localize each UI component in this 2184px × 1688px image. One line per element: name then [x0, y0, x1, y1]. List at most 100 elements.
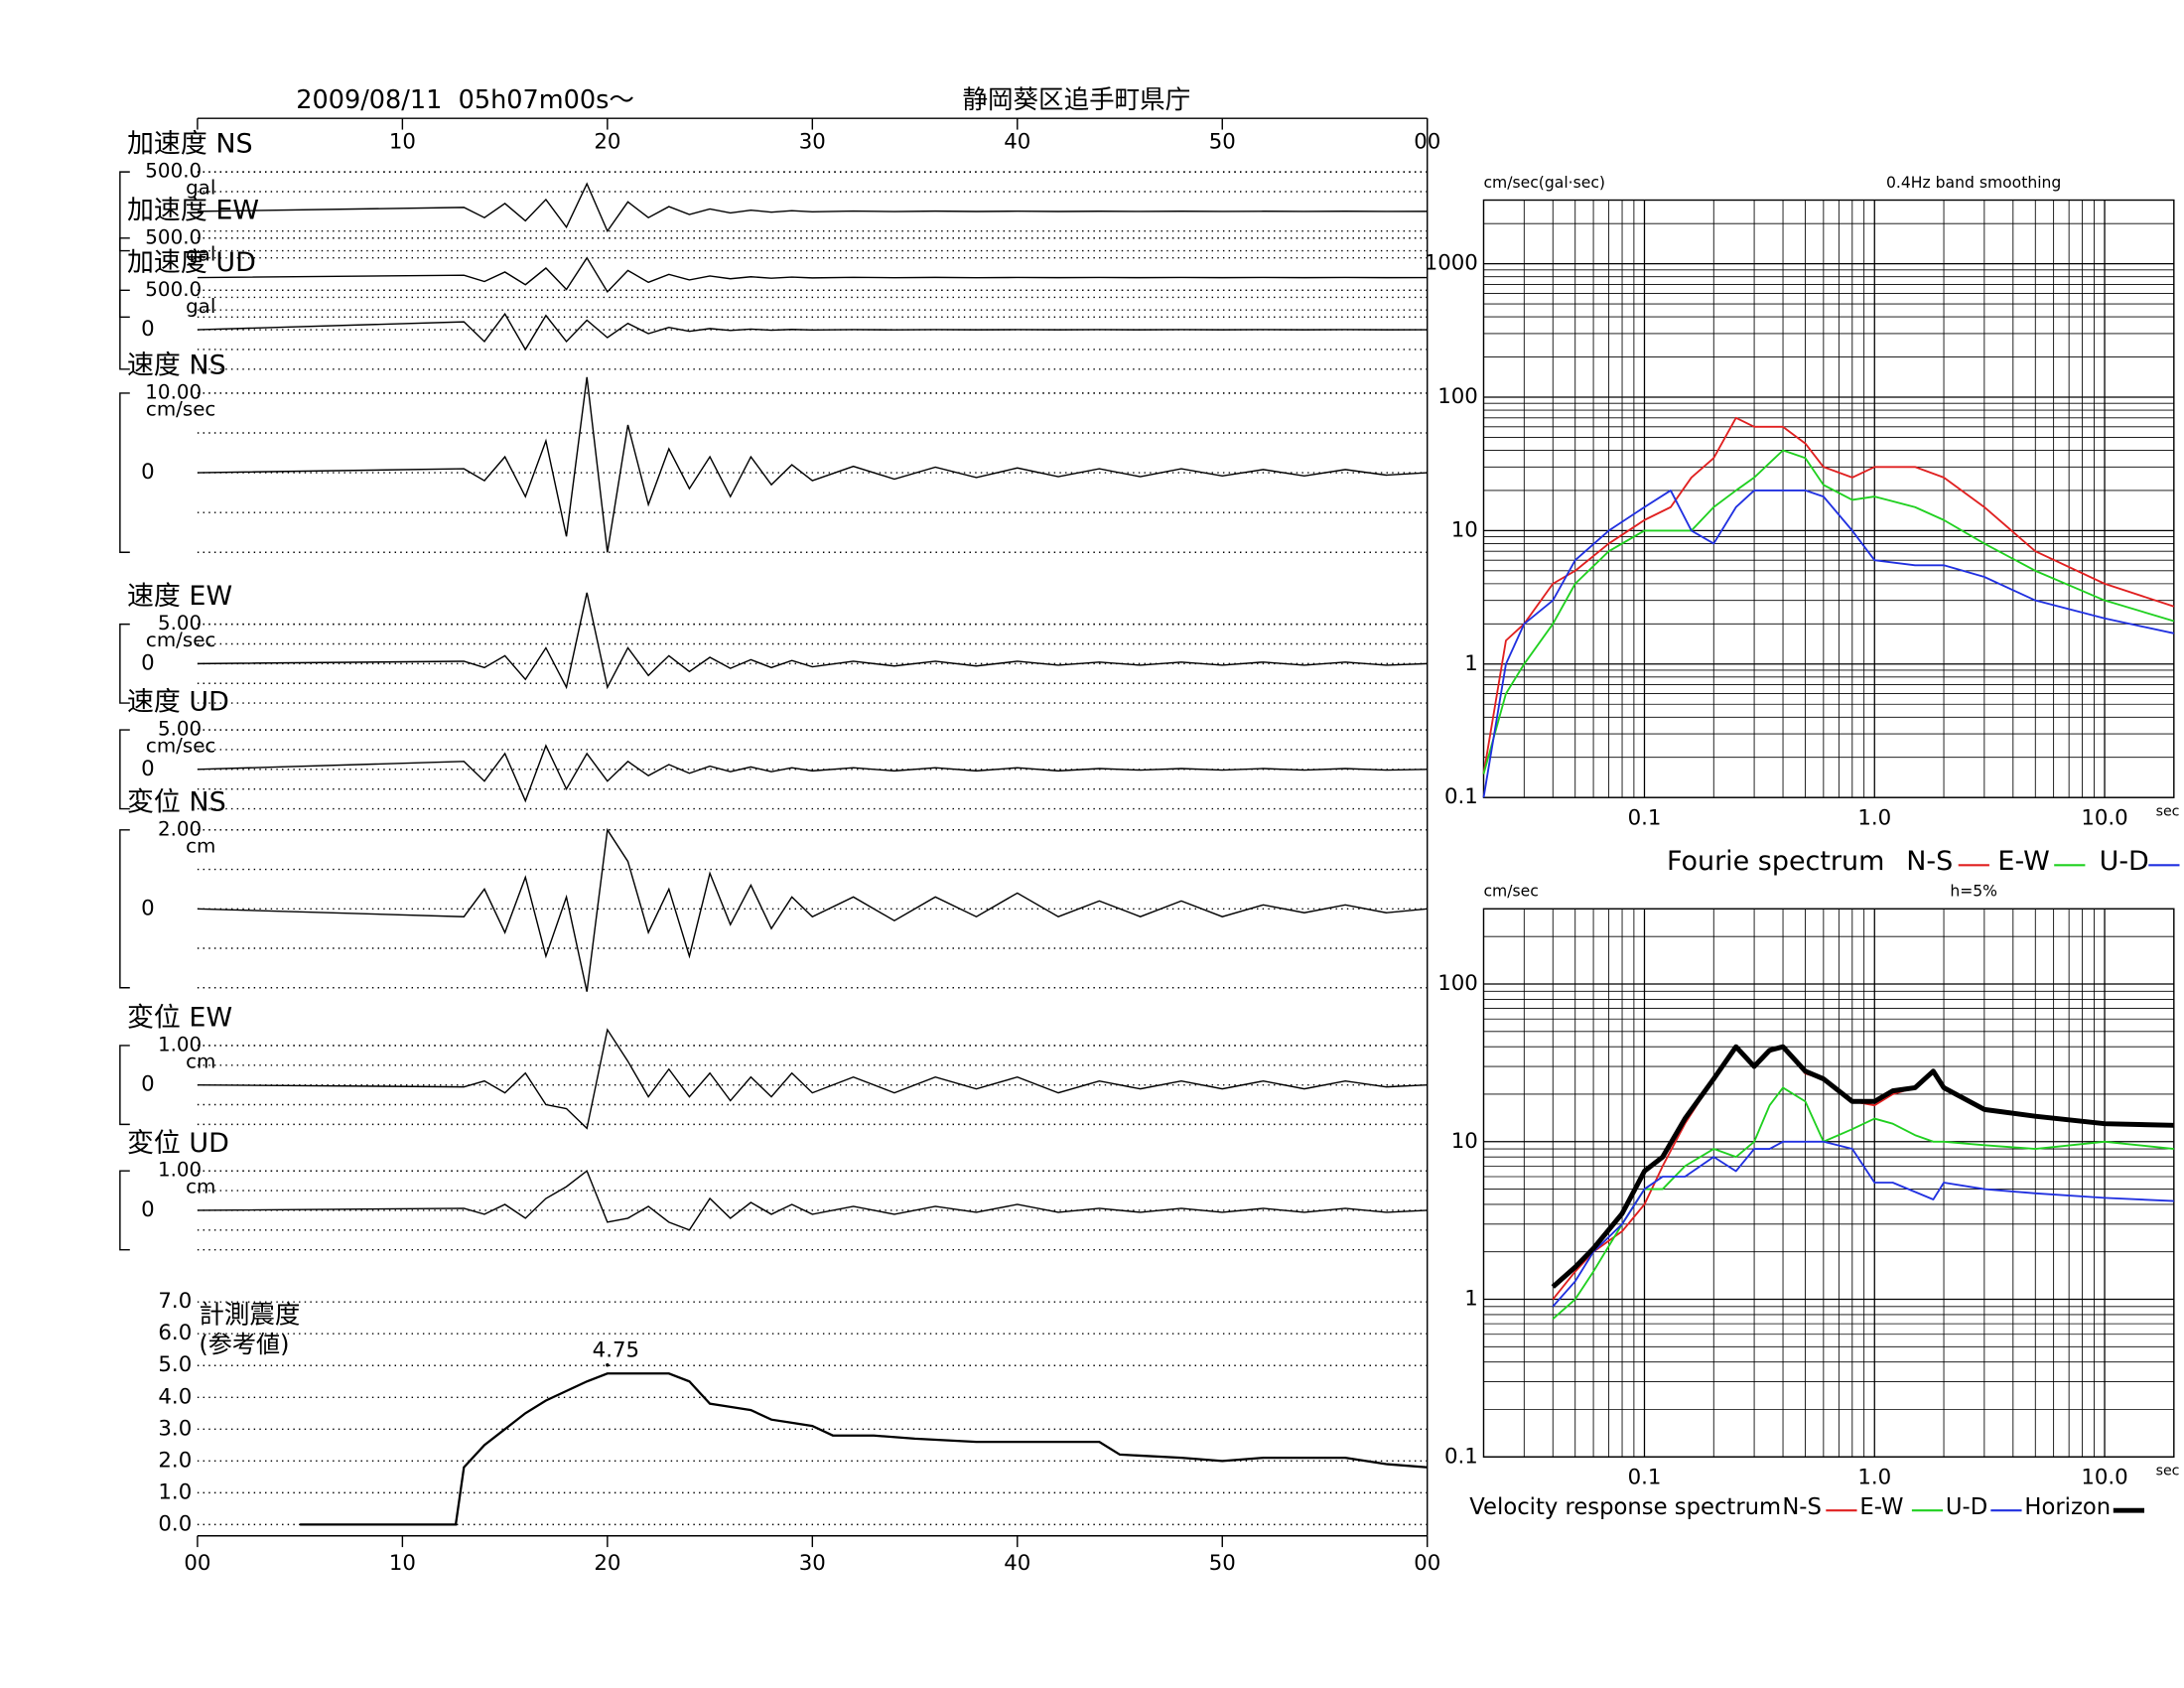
unit-label: cm [186, 1050, 215, 1072]
x-tick-label: 1.0 [1857, 1466, 1891, 1490]
spectrum-line [1552, 1140, 2174, 1308]
panel-title: 計測震度 [199, 1300, 300, 1330]
legend-label: E-W [1859, 1494, 1903, 1520]
y-tick-label: 3.0 [158, 1416, 192, 1441]
y-unit: cm/sec [1483, 883, 1538, 901]
unit-label: cm [186, 1176, 215, 1198]
y-tick-label: 500.0 [145, 160, 202, 183]
panel-bracket [119, 829, 130, 989]
spectrum-line [1482, 449, 2175, 774]
panel-title: 加速度 NS [127, 129, 253, 160]
waveform [197, 1028, 1428, 1130]
spectrum-line [1482, 416, 2175, 774]
plot-frame [1482, 199, 2175, 798]
y-tick-label: 4.0 [158, 1384, 192, 1409]
y-tick-label: 10 [1451, 517, 1478, 542]
y-tick-label: 100 [1437, 971, 1478, 996]
y-tick-label: 5.00 [158, 718, 202, 741]
waveform [197, 827, 1428, 992]
y-tick-label: 0.1 [1444, 784, 1478, 809]
legend-label: N-S [1906, 846, 1953, 877]
unit-label: cm/sec [146, 397, 215, 420]
y-tick-label: 10 [1451, 1129, 1478, 1154]
y-tick-label: 1 [1464, 651, 1478, 676]
time-tick-label: 00 [184, 1551, 210, 1576]
legend-label: U-D [2100, 846, 2149, 877]
unit-label: gal [186, 295, 215, 318]
x-tick-label: 10.0 [2081, 805, 2127, 830]
y-tick-label: 0 [141, 317, 155, 342]
unit-label: gal [186, 177, 215, 200]
y-tick-label: 0 [141, 896, 155, 920]
y-tick-label: 500.0 [145, 278, 202, 301]
time-tick-label: 50 [1209, 129, 1236, 154]
x-tick-label: 1.0 [1857, 805, 1891, 830]
intensity-line [300, 1372, 1428, 1526]
waveform [197, 744, 1428, 803]
y-unit: cm/sec(gal·sec) [1483, 174, 1605, 192]
unit-label: cm [186, 834, 215, 857]
y-tick-label: 0 [141, 460, 155, 485]
y-tick-label: 1 [1464, 1287, 1478, 1312]
time-tick-label: 20 [594, 1551, 620, 1576]
legend-label: N-S [1782, 1494, 1822, 1520]
station: 静岡葵区追手町県庁 [962, 85, 1190, 115]
y-tick-label: 0 [141, 757, 155, 781]
waveform [197, 592, 1428, 690]
time-tick-label: 40 [1004, 129, 1030, 154]
waveform [197, 182, 1428, 233]
y-tick-label: 0 [141, 1197, 155, 1222]
panel-bracket [119, 623, 130, 704]
legend-label: Horizon [2024, 1494, 2111, 1520]
x-tick-label: 10.0 [2081, 1466, 2127, 1490]
y-tick-label: 6.0 [158, 1321, 192, 1345]
legend-title: Fourie spectrum [1667, 846, 1884, 877]
x-unit: sec [2156, 803, 2180, 819]
y-tick-label: 1000 [1425, 251, 1478, 276]
x-tick-label: 0.1 [1628, 805, 1662, 830]
spectrum-line [1551, 1044, 2174, 1289]
y-tick-label: 5.00 [158, 612, 202, 634]
y-tick-label: 0 [141, 650, 155, 675]
legend-label: U-D [1946, 1494, 1987, 1520]
panel-title: 変位 UD [127, 1128, 229, 1159]
waveform [197, 312, 1428, 352]
y-tick-label: 5.0 [158, 1352, 192, 1377]
panel-bracket [119, 1045, 130, 1126]
x-unit: sec [2156, 1463, 2180, 1478]
panel-bracket [119, 392, 130, 553]
panel-bracket [119, 289, 130, 370]
panel-title: 変位 EW [127, 1002, 232, 1033]
y-tick-label: 1.00 [158, 1033, 202, 1055]
panel-bracket [119, 729, 130, 810]
y-tick-label: 0.0 [158, 1511, 192, 1536]
time-tick-label: 10 [389, 1551, 416, 1576]
y-tick-label: 0 [141, 1072, 155, 1097]
peak-label: 4.75 [593, 1338, 639, 1363]
waveform [197, 1170, 1428, 1231]
panel-title: 変位 NS [127, 786, 226, 817]
unit-label: gal [186, 242, 215, 265]
peak-dot [606, 1363, 610, 1367]
panel-bracket [119, 1170, 130, 1251]
x-tick-label: 0.1 [1628, 1466, 1662, 1490]
y-tick-label: 1.00 [158, 1159, 202, 1182]
panel-title: 速度 EW [127, 581, 232, 612]
y-tick-label: 1.0 [158, 1479, 192, 1504]
time-tick-label: 30 [799, 1551, 826, 1576]
y-tick-label: 0.1 [1444, 1444, 1478, 1469]
panel-title: 速度 UD [127, 687, 229, 718]
panel-bracket [119, 237, 130, 318]
panel-bracket [119, 171, 130, 252]
datetime: 2009/08/11 05h07m00s〜 [296, 85, 634, 115]
legend-title: Velocity response spectrum [1469, 1494, 1781, 1520]
time-tick-label: 00 [1414, 129, 1440, 154]
unit-label: cm/sec [146, 735, 215, 758]
waveform [197, 376, 1428, 553]
panel-subtitle: (参考値) [199, 1331, 289, 1358]
time-tick-label: 10 [389, 129, 416, 154]
waveform [197, 256, 1428, 294]
y-tick-label: 2.0 [158, 1448, 192, 1473]
